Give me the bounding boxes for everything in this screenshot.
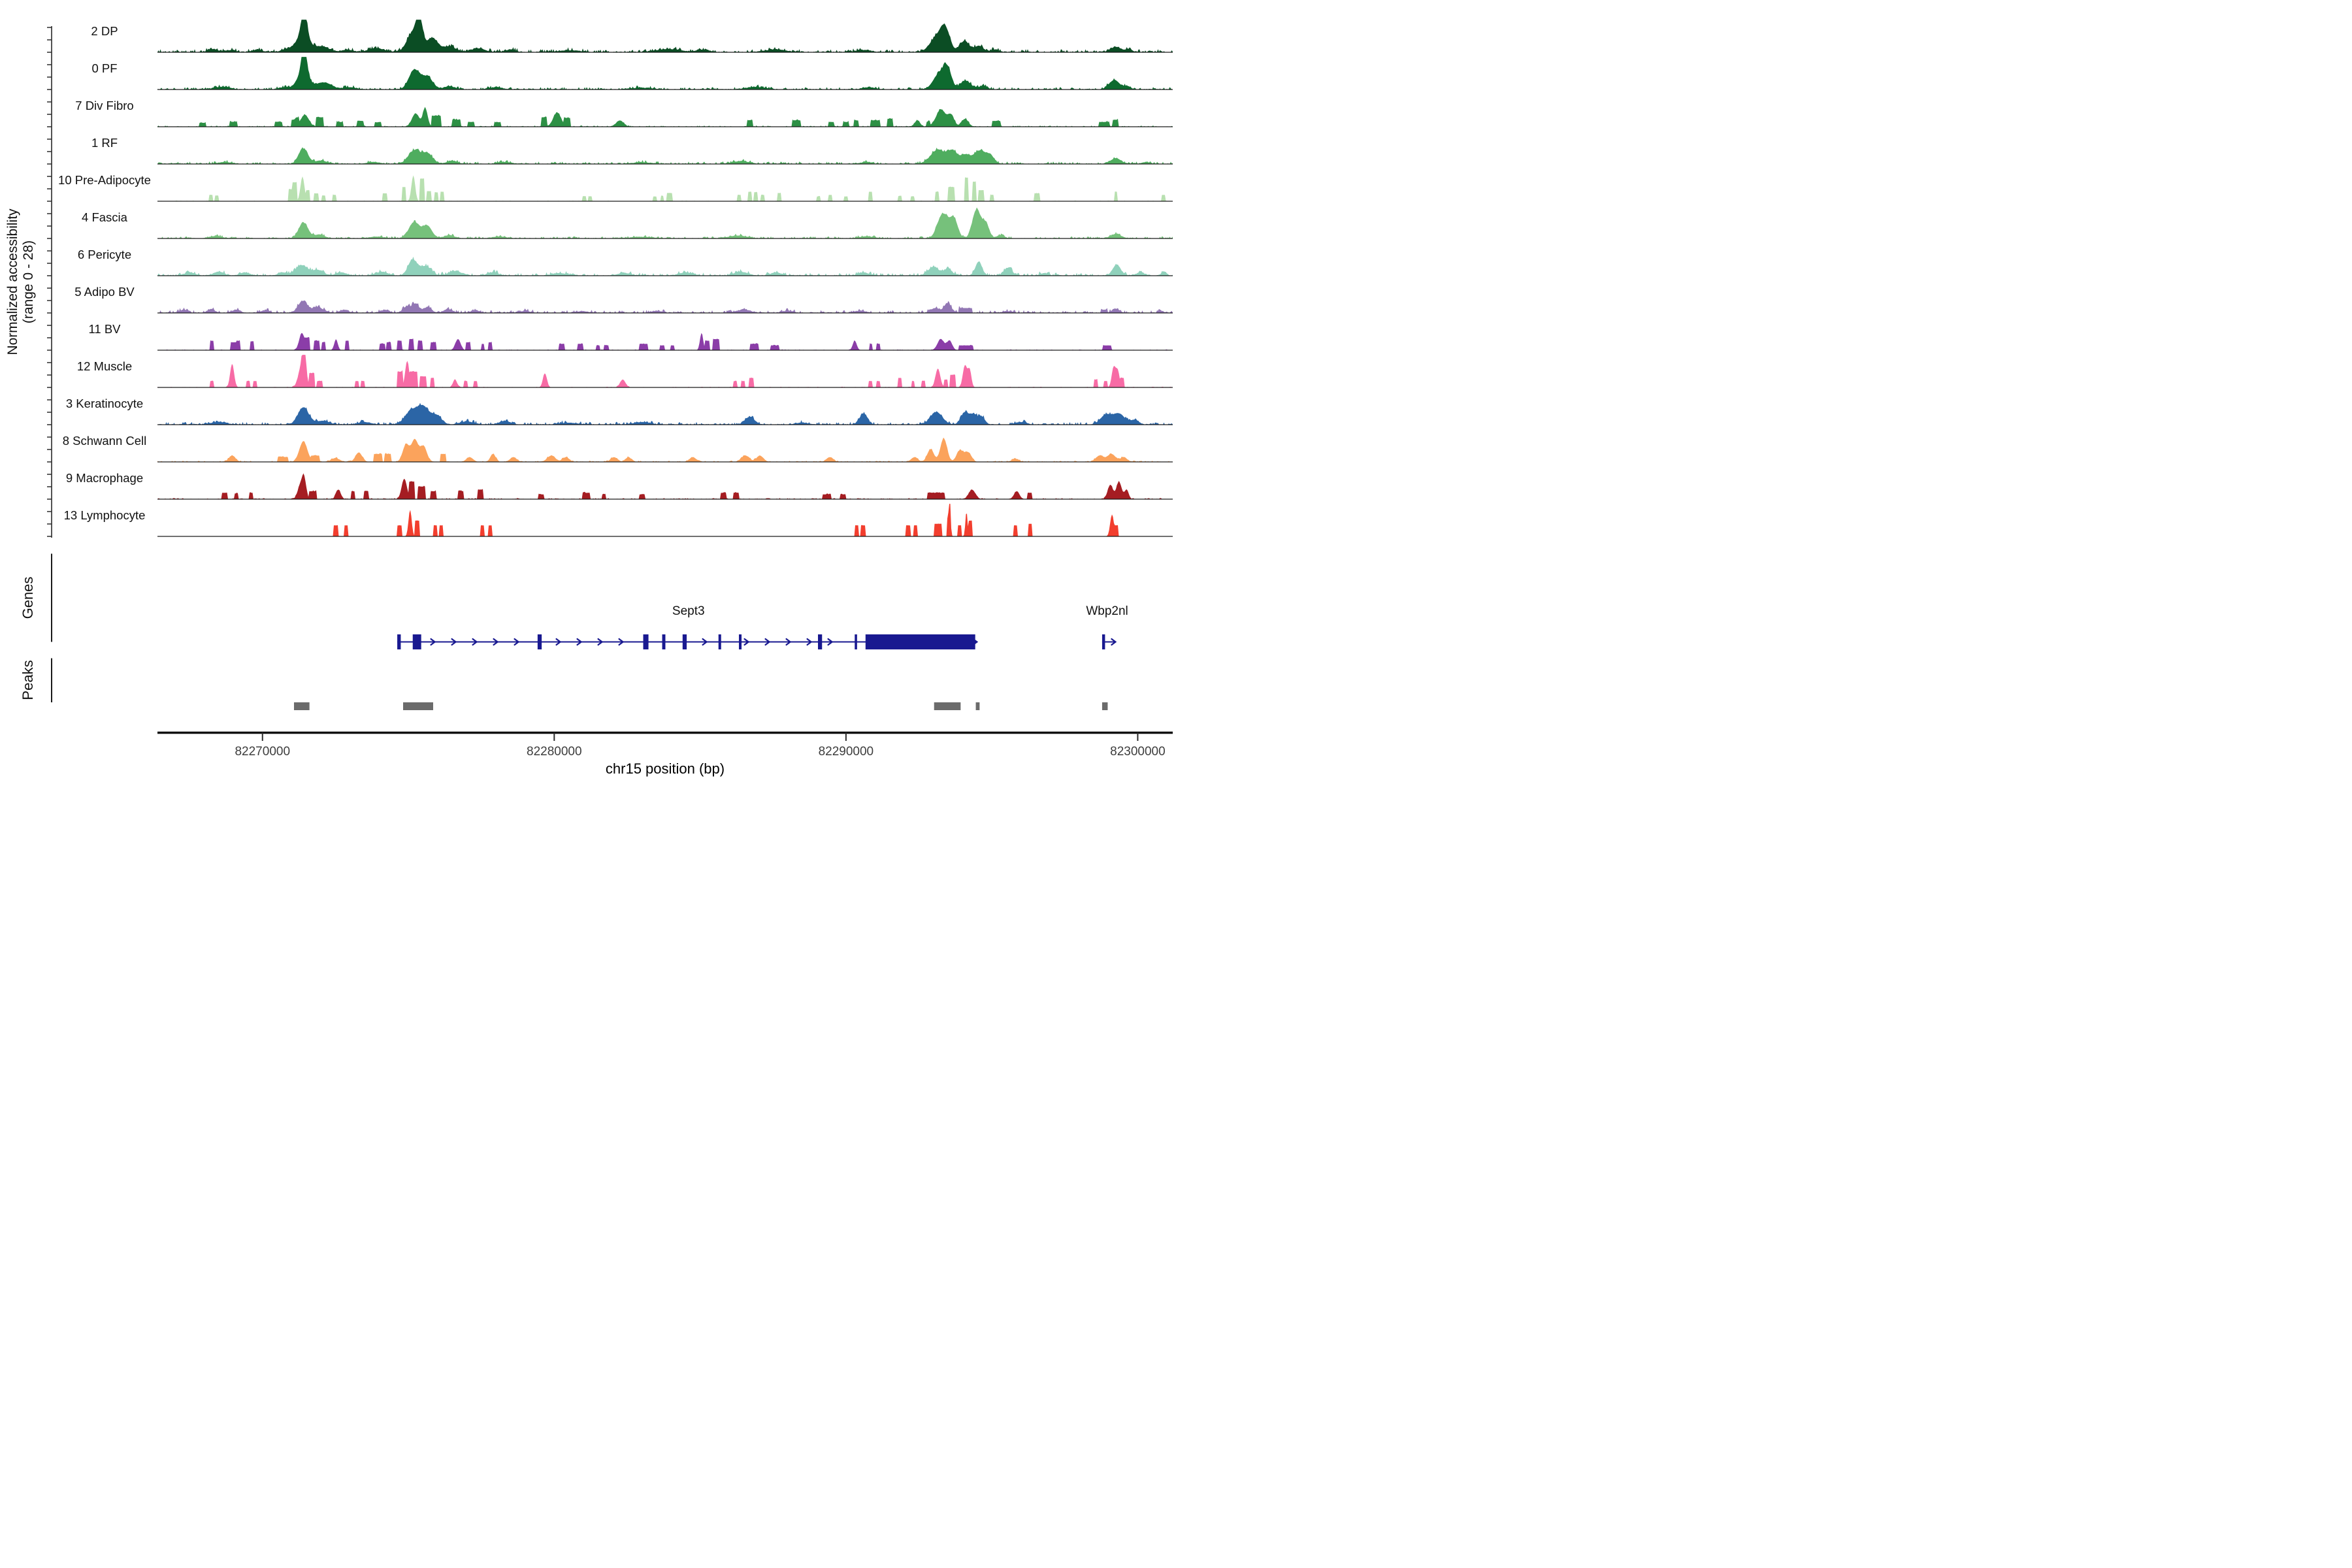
strand-chevron-icon xyxy=(1111,638,1117,646)
genes-section: Genes Sept3 Wbp2nl xyxy=(20,553,1128,649)
signal-area-3-keratinocyte xyxy=(157,402,1173,425)
y-axis-title: Normalized accessibility (range 0 - 28) xyxy=(5,208,36,355)
peak-region xyxy=(975,702,980,710)
track-label-12-muscle: 12 Muscle xyxy=(77,359,132,373)
gene-exon xyxy=(537,634,542,649)
strand-chevron-icon xyxy=(764,638,771,646)
track-1-rf: 1 RF xyxy=(91,136,1173,165)
track-10-pre-adipocyte: 10 Pre-Adipocyte xyxy=(58,173,1173,202)
strand-chevron-icon xyxy=(493,638,499,646)
gene-exon xyxy=(855,634,857,649)
strand-chevron-icon xyxy=(743,638,750,646)
x-axis-title: chr15 position (bp) xyxy=(606,760,725,777)
track-label-13-lymphocyte: 13 Lymphocyte xyxy=(64,508,146,522)
x-axis-tick-label: 82300000 xyxy=(1110,745,1166,759)
strand-chevron-icon xyxy=(597,638,604,646)
strand-chevron-icon xyxy=(972,638,979,646)
track-7-div-fibro: 7 Div Fibro xyxy=(75,99,1173,127)
track-5-adipo-bv: 5 Adipo BV xyxy=(74,285,1173,314)
accessibility-axis xyxy=(47,26,52,538)
track-12-muscle: 12 Muscle xyxy=(77,355,1173,388)
strand-chevron-icon xyxy=(618,638,625,646)
signal-area-7-div-fibro xyxy=(157,106,1173,127)
peaks-section: Peaks xyxy=(20,658,1108,710)
strand-chevron-icon xyxy=(806,638,813,646)
x-axis: 82270000 82280000 82290000 82300000 chr15 po… xyxy=(157,731,1173,777)
track-label-2-dp: 2 DP xyxy=(91,24,118,38)
gene-exon xyxy=(682,634,687,649)
gene-exon xyxy=(412,634,421,649)
track-label-7-div-fibro: 7 Div Fibro xyxy=(75,99,133,112)
track-label-9-macrophage: 9 Macrophage xyxy=(66,471,143,485)
signal-area-0-pf xyxy=(157,57,1173,90)
gene-wbp2nl: Wbp2nl xyxy=(1086,604,1128,649)
gene-sept3: Sept3 xyxy=(397,604,979,649)
signal-area-11-bv xyxy=(157,333,1173,350)
track-label-5-adipo-bv: 5 Adipo BV xyxy=(74,285,135,299)
track-4-fascia: 4 Fascia xyxy=(82,207,1173,239)
track-label-10-pre-adipocyte: 10 Pre-Adipocyte xyxy=(58,173,151,187)
gene-name-sept3: Sept3 xyxy=(672,604,705,618)
y-axis-title-line2: (range 0 - 28) xyxy=(21,240,36,323)
signal-area-1-rf xyxy=(157,147,1173,164)
track-3-keratinocyte: 3 Keratinocyte xyxy=(66,397,1173,425)
track-label-8-schwann-cell: 8 Schwann Cell xyxy=(63,434,147,448)
gene-exon xyxy=(865,634,975,649)
track-6-pericyte: 6 Pericyte xyxy=(78,248,1173,276)
genome-track-figure: Normalized accessibility (range 0 - 28) 2 … xyxy=(0,0,1176,784)
gene-exon xyxy=(817,634,823,649)
strand-chevron-icon xyxy=(472,638,478,646)
track-label-0-pf: 0 PF xyxy=(91,61,117,75)
gene-exon xyxy=(643,634,649,649)
gene-name-wbp2nl: Wbp2nl xyxy=(1086,604,1128,618)
figure-background xyxy=(0,0,1176,784)
track-label-11-bv: 11 BV xyxy=(88,322,121,336)
track-label-1-rf: 1 RF xyxy=(91,136,118,150)
signal-area-12-muscle xyxy=(157,355,1173,387)
signal-area-9-macrophage xyxy=(157,473,1173,499)
peak-region xyxy=(402,702,433,710)
genome-browser-plot: Normalized accessibility (range 0 - 28) 2 … xyxy=(0,0,1176,784)
signal-area-6-pericyte xyxy=(157,256,1173,276)
track-2-dp: 2 DP xyxy=(91,20,1173,53)
peaks-section-label: Peaks xyxy=(20,660,36,700)
track-0-pf: 0 PF xyxy=(91,57,1173,90)
track-11-bv: 11 BV xyxy=(88,322,1173,351)
strand-chevron-icon xyxy=(785,638,792,646)
track-9-macrophage: 9 Macrophage xyxy=(66,471,1173,500)
peak-region xyxy=(293,702,310,710)
track-label-4-fascia: 4 Fascia xyxy=(82,210,128,224)
signal-area-10-pre-adipocyte xyxy=(157,175,1173,201)
gene-exon xyxy=(718,634,721,649)
signal-area-13-lymphocyte xyxy=(157,504,1173,536)
track-label-3-keratinocyte: 3 Keratinocyte xyxy=(66,397,143,410)
signal-area-4-fascia xyxy=(157,207,1173,238)
signal-area-2-dp xyxy=(157,20,1173,53)
strand-chevron-icon xyxy=(827,638,834,646)
x-axis-tick-label: 82280000 xyxy=(527,745,582,759)
strand-chevron-icon xyxy=(702,638,708,646)
signal-area-5-adipo-bv xyxy=(157,300,1173,313)
x-axis-tick-label: 82290000 xyxy=(819,745,874,759)
gene-exon xyxy=(738,634,742,649)
gene-exon xyxy=(662,634,666,649)
track-8-schwann-cell: 8 Schwann Cell xyxy=(63,434,1173,463)
strand-chevron-icon xyxy=(514,638,520,646)
strand-chevron-icon xyxy=(576,638,583,646)
track-13-lymphocyte: 13 Lymphocyte xyxy=(64,504,1173,537)
strand-chevron-icon xyxy=(451,638,457,646)
genes-section-label: Genes xyxy=(20,577,36,619)
signal-area-8-schwann-cell xyxy=(157,437,1173,462)
track-label-6-pericyte: 6 Pericyte xyxy=(78,248,131,261)
gene-exon xyxy=(1102,634,1105,649)
strand-chevron-icon xyxy=(555,638,562,646)
strand-chevron-icon xyxy=(430,638,436,646)
y-axis-title-line1: Normalized accessibility xyxy=(5,208,20,355)
gene-exon xyxy=(397,634,401,649)
x-axis-tick-label: 82270000 xyxy=(235,745,290,759)
peak-region xyxy=(934,702,961,710)
peak-region xyxy=(1102,702,1108,710)
